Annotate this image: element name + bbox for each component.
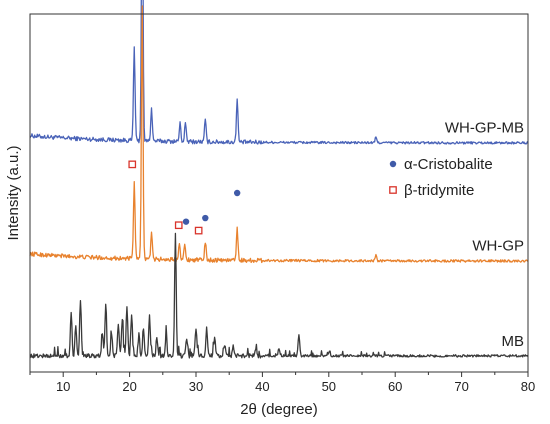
cristobalite-marker	[182, 218, 190, 225]
legend-cristobalite-marker	[389, 160, 397, 168]
x-tick-label: 30	[189, 379, 203, 394]
x-axis-label: 2θ (degree)	[240, 401, 318, 418]
tridymite-marker	[174, 221, 183, 230]
plot-frame	[29, 13, 529, 373]
annotation-layer	[128, 160, 241, 235]
tridymite-marker	[128, 160, 137, 169]
tridymite-marker	[194, 226, 203, 235]
x-tick-layer: 10 20 30 40 50 60 70 80	[29, 372, 535, 394]
x-tick-label: 20	[122, 379, 136, 394]
series-line-wh-gp-mb	[29, 0, 529, 145]
cristobalite-marker	[202, 214, 209, 222]
series-label-wh-gp-mb: WH-GP-MB	[445, 120, 524, 137]
x-tick-label: 60	[388, 379, 402, 394]
x-tick-label: 10	[56, 379, 70, 394]
series-line-mb	[29, 232, 529, 359]
cristobalite-marker	[233, 189, 241, 197]
x-tick-label: 40	[255, 379, 269, 394]
series-label-wh-gp: WH-GP	[472, 238, 524, 255]
x-tick-label: 70	[454, 379, 468, 394]
legend-tridymite-marker	[389, 186, 397, 194]
series-label-mb: MB	[502, 333, 525, 350]
legend-label: α-Cristobalite	[404, 156, 493, 173]
y-axis-label: Intensity (a.u.)	[5, 145, 22, 240]
series-label-layer: WH-GP-MB WH-GP MB	[445, 120, 524, 350]
series-layer	[29, 0, 529, 359]
x-tick-label: 50	[322, 379, 336, 394]
legend-label: β-tridymite	[404, 182, 474, 199]
x-tick-label: 80	[521, 379, 535, 394]
legend: α-Cristobalite β-tridymite	[389, 156, 493, 199]
series-line-wh-gp	[29, 5, 529, 264]
